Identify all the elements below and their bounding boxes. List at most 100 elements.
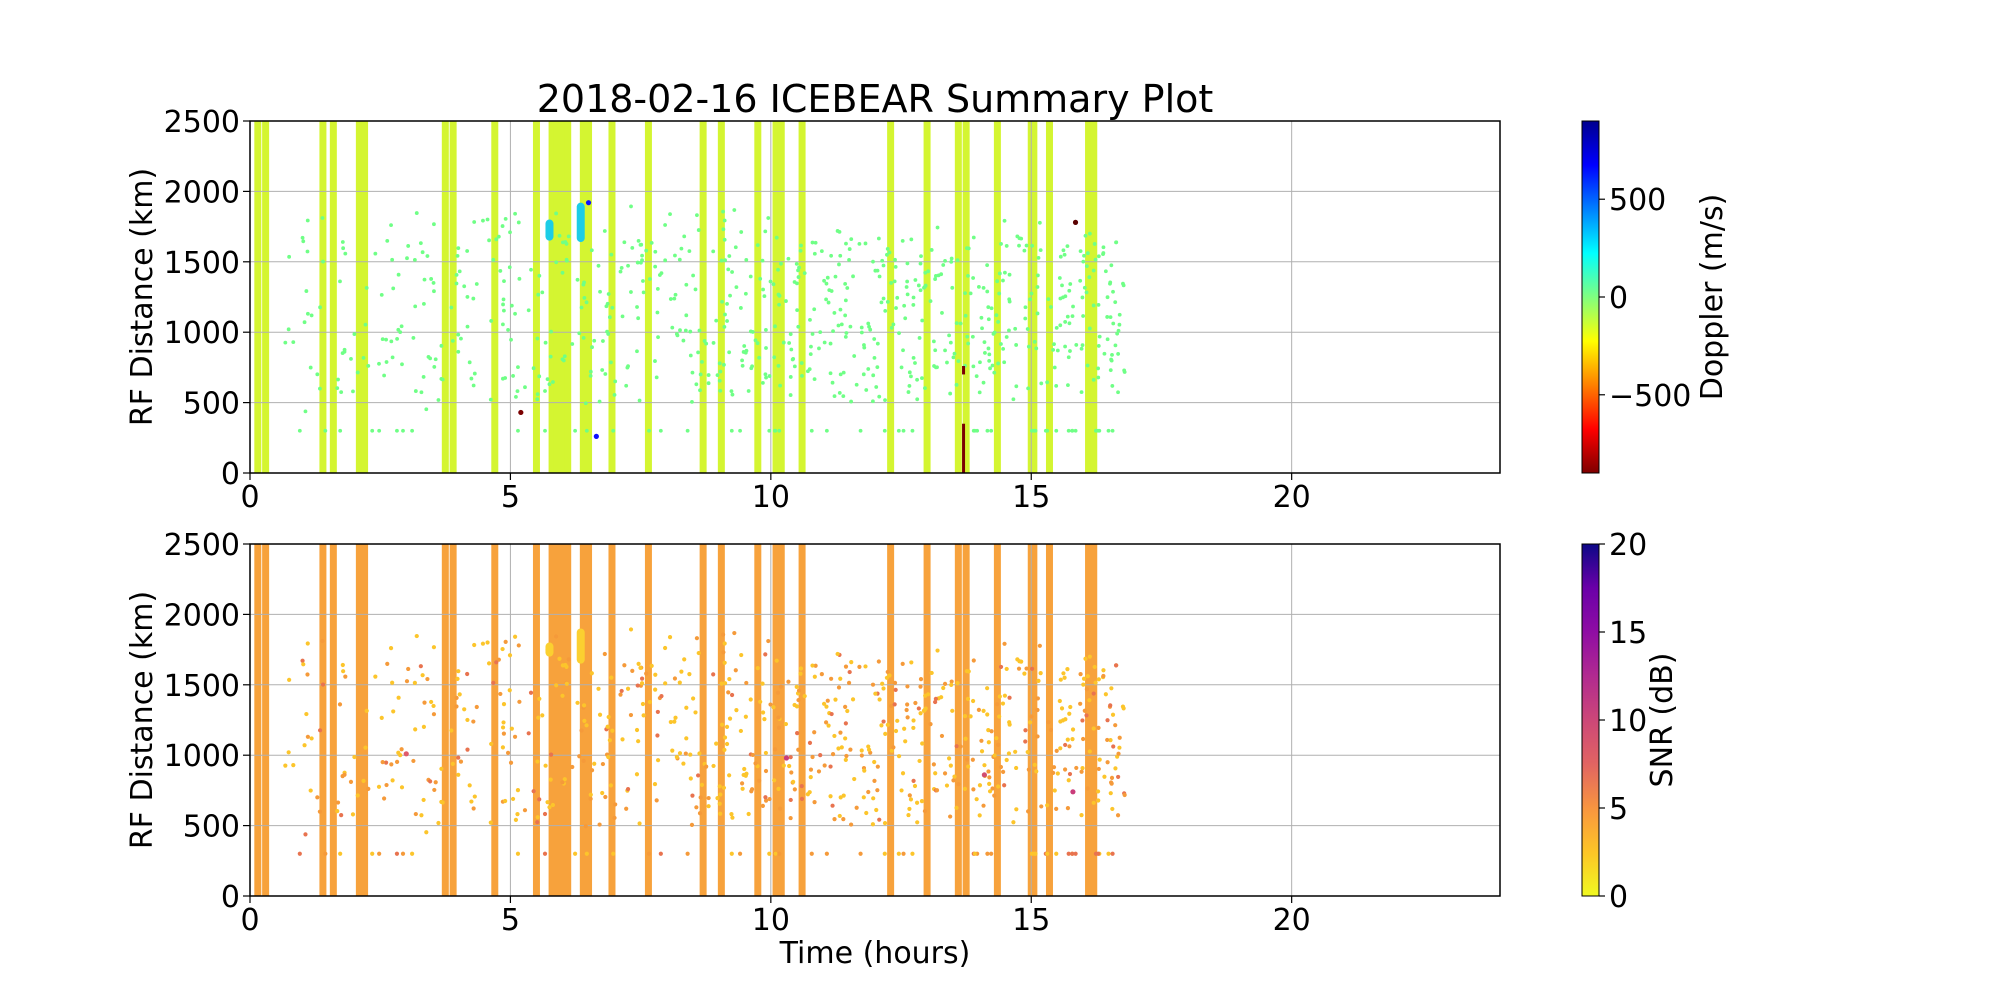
scatter-point — [885, 252, 889, 257]
scatter-point — [797, 265, 801, 270]
scatter-point — [480, 641, 486, 646]
scatter-point — [618, 269, 623, 274]
scatter-point — [1078, 672, 1083, 677]
scatter-point — [794, 261, 799, 266]
scatter-point — [494, 237, 499, 242]
scatter-point — [575, 700, 580, 705]
scatter-point — [396, 695, 401, 700]
scatter-point — [1032, 762, 1037, 767]
scatter-point — [817, 346, 821, 351]
scatter-point — [1097, 757, 1102, 762]
scatter-point — [1061, 671, 1066, 676]
vertical-band-16 — [608, 121, 616, 473]
scatter-point — [1022, 671, 1027, 676]
scatter-point — [744, 680, 749, 686]
scatter-point — [600, 368, 605, 372]
scatter-point — [564, 681, 569, 686]
scatter-point — [509, 337, 513, 342]
scatter-point — [560, 780, 565, 785]
scatter-point — [858, 851, 863, 856]
scatter-point — [721, 227, 726, 232]
scatter-point — [847, 669, 852, 675]
scatter-point — [431, 281, 436, 285]
scatter-point — [989, 729, 994, 734]
scatter-point — [677, 680, 682, 685]
scatter-point — [863, 241, 868, 246]
scatter-point — [979, 315, 984, 320]
scatter-point — [485, 640, 490, 645]
scatter-point — [601, 339, 605, 343]
vertical-band-23 — [798, 544, 806, 896]
scatter-point — [536, 715, 541, 720]
scatter-point — [870, 682, 876, 687]
scatter-point — [986, 305, 991, 310]
scatter-point — [883, 731, 888, 736]
scatter-point — [1096, 254, 1101, 259]
scatter-point — [763, 229, 768, 234]
scatter-point — [893, 264, 898, 269]
scatter-point — [720, 632, 726, 637]
scatter-point — [947, 333, 951, 338]
scatter-point — [596, 686, 601, 691]
scatter-point — [717, 801, 722, 806]
scatter-point — [522, 808, 528, 813]
scatter-point — [976, 284, 981, 289]
scatter-point — [498, 269, 503, 273]
scatter-point — [706, 795, 711, 801]
vertical-band-28 — [993, 544, 1001, 896]
scatter-point — [620, 737, 625, 742]
scatter-point — [589, 671, 594, 676]
scatter-point — [1091, 377, 1096, 382]
scatter-point — [940, 311, 944, 315]
scatter-point — [843, 298, 848, 303]
scatter-point — [715, 796, 720, 801]
scatter-point — [1109, 357, 1114, 362]
scatter-point — [287, 677, 292, 682]
scatter-point — [1014, 343, 1019, 347]
scatter-point — [318, 386, 322, 391]
scatter-point — [641, 290, 646, 295]
scatter-point — [838, 730, 843, 735]
scatter-point — [887, 250, 892, 255]
scatter-point — [1067, 321, 1072, 326]
scatter-point — [303, 832, 308, 837]
x-tick-label: 20 — [1273, 480, 1311, 515]
vertical-band-15 — [585, 544, 593, 896]
scatter-point — [859, 325, 864, 330]
scatter-point — [625, 686, 631, 691]
scatter-point — [725, 301, 729, 306]
scatter-point — [515, 812, 520, 817]
scatter-point — [725, 319, 729, 323]
scatter-point — [871, 796, 876, 801]
scatter-point — [469, 376, 474, 381]
scatter-point — [348, 779, 354, 784]
scatter-point — [401, 428, 405, 433]
scatter-point — [727, 773, 732, 778]
scatter-point — [1101, 245, 1106, 250]
scatter-point — [772, 778, 777, 783]
x-tick-label: 5 — [501, 903, 520, 938]
scatter-point — [839, 322, 844, 327]
scatter-point — [905, 292, 910, 297]
scatter-point — [674, 754, 679, 760]
scatter-point — [763, 795, 768, 800]
scatter-point — [606, 754, 611, 760]
scatter-point — [537, 696, 542, 701]
scatter-point — [340, 240, 345, 244]
scatter-point — [1108, 738, 1113, 743]
scatter-point — [304, 711, 309, 717]
scatter-point — [1052, 342, 1056, 347]
vertical-band-11 — [553, 544, 561, 896]
scatter-point — [926, 269, 931, 274]
outlier-point — [593, 433, 599, 439]
scatter-point — [737, 851, 743, 856]
scatter-point — [773, 324, 777, 329]
scatter-point — [976, 707, 981, 712]
vertical-band-12 — [559, 544, 566, 896]
scatter-point — [436, 398, 441, 402]
scatter-point — [849, 399, 854, 404]
vertical-band-23 — [798, 121, 806, 473]
scatter-point — [1109, 686, 1114, 691]
scatter-point — [816, 769, 822, 774]
scatter-point — [727, 676, 732, 682]
